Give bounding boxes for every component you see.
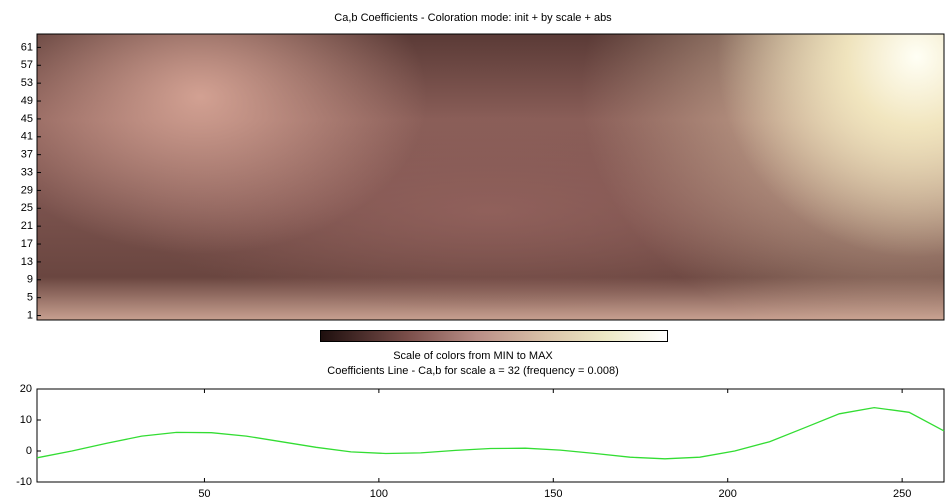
y-tick-label: -10 [16,476,32,488]
y-tick-label: 45 [21,113,33,125]
y-tick-label: 37 [21,149,33,161]
y-tick-label: 0 [26,445,32,457]
line-frame [36,388,945,483]
x-tick-label: 250 [893,488,911,500]
x-tick-label: 200 [719,488,737,500]
y-tick-label: 61 [21,41,33,53]
y-tick-label: 5 [27,292,33,304]
colorbar-label: Scale of colors from MIN to MAX [393,350,553,362]
y-tick-label: 49 [21,95,33,107]
y-tick-label: 20 [20,383,32,395]
y-tick-label: 57 [21,59,33,71]
y-tick-label: 21 [21,220,33,232]
y-tick-label: 33 [21,166,33,178]
x-tick-label: 150 [544,488,562,500]
coefficient-line [36,406,945,460]
y-tick-label: 17 [21,238,33,250]
heatmap-title: Ca,b Coefficients - Coloration mode: ini… [334,12,612,24]
y-tick-label: 29 [21,184,33,196]
y-tick-label: 9 [27,274,33,286]
x-tick-label: 100 [370,488,388,500]
y-tick-label: 1 [27,309,33,321]
line-title: Coefficients Line - Ca,b for scale a = 3… [327,365,618,377]
y-tick-label: 53 [21,77,33,89]
y-tick-label: 10 [20,414,32,426]
scalogram-image [37,34,944,320]
x-tick-label: 50 [198,488,210,500]
y-tick-label: 25 [21,202,33,214]
heatmap-frame [36,33,945,321]
y-tick-label: 13 [21,256,33,268]
y-tick-label: 41 [21,131,33,143]
colorbar [320,330,668,342]
